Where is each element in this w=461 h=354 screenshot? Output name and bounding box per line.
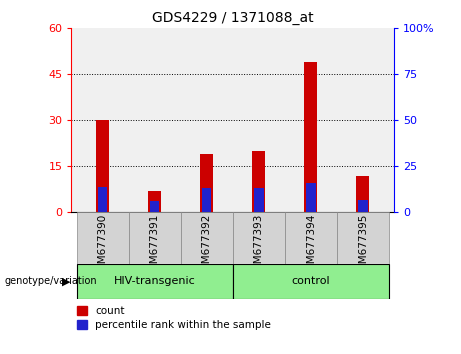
- Bar: [77, 212, 129, 264]
- Text: GSM677392: GSM677392: [202, 214, 212, 277]
- Bar: [337, 212, 389, 264]
- Text: GSM677390: GSM677390: [98, 214, 108, 277]
- Bar: [181, 212, 233, 264]
- Legend: count, percentile rank within the sample: count, percentile rank within the sample: [77, 306, 271, 330]
- Bar: [200, 154, 213, 212]
- Text: genotype/variation: genotype/variation: [5, 276, 97, 286]
- Bar: [77, 264, 233, 299]
- Text: GSM677394: GSM677394: [306, 214, 316, 277]
- Bar: [356, 176, 369, 212]
- Bar: [306, 183, 316, 212]
- Bar: [252, 151, 266, 212]
- Bar: [148, 191, 161, 212]
- Bar: [254, 188, 264, 212]
- Bar: [304, 62, 317, 212]
- Bar: [202, 188, 212, 212]
- Text: GSM677395: GSM677395: [358, 214, 368, 277]
- Bar: [285, 212, 337, 264]
- Text: ▶: ▶: [62, 276, 71, 286]
- Text: GSM677391: GSM677391: [150, 214, 160, 277]
- Text: HIV-transgenic: HIV-transgenic: [114, 276, 195, 286]
- Bar: [129, 212, 181, 264]
- Bar: [150, 201, 160, 212]
- Bar: [233, 212, 285, 264]
- Bar: [96, 120, 109, 212]
- Text: GSM677393: GSM677393: [254, 214, 264, 277]
- Title: GDS4229 / 1371088_at: GDS4229 / 1371088_at: [152, 11, 313, 24]
- Text: control: control: [291, 276, 330, 286]
- Bar: [98, 187, 107, 212]
- Bar: [358, 200, 367, 212]
- Bar: [233, 264, 389, 299]
